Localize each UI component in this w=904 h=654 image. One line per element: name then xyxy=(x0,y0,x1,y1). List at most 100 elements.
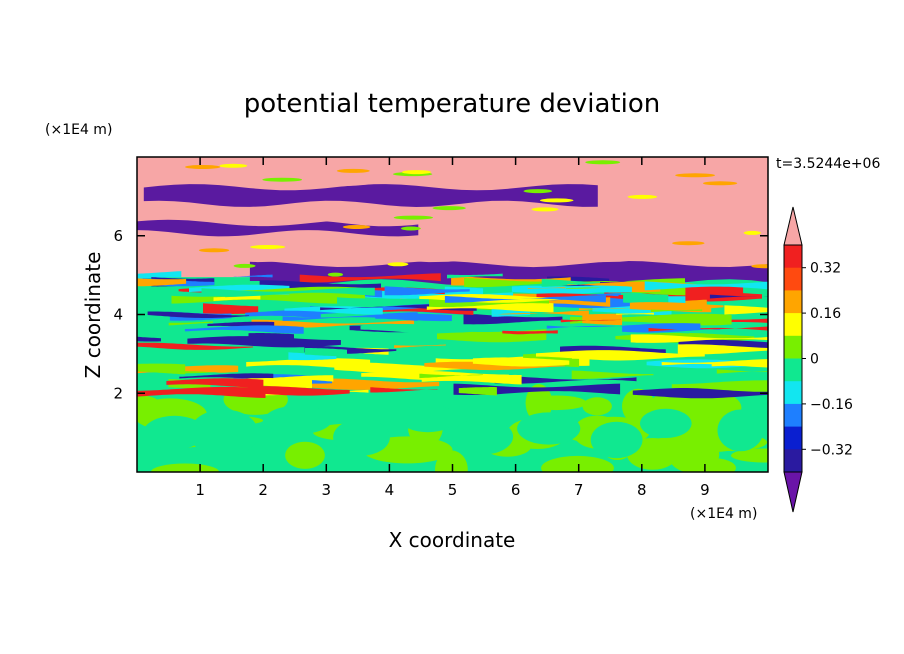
contour-band xyxy=(137,336,161,342)
contour-band xyxy=(424,361,566,371)
contour-cell xyxy=(198,248,230,253)
contour-band xyxy=(447,273,503,279)
contour-band xyxy=(570,313,732,326)
contour-band xyxy=(360,324,481,334)
contour-band xyxy=(245,309,321,319)
contour-band xyxy=(282,313,452,322)
contour-field xyxy=(137,157,768,472)
y-tick-label: 6 xyxy=(113,227,123,245)
contour-band xyxy=(629,302,724,311)
contour-cell xyxy=(531,207,559,212)
x-axis: 1 2 3 4 5 6 7 8 9 xyxy=(195,157,710,499)
contour-band xyxy=(444,295,606,303)
contour-band xyxy=(458,387,497,396)
contour-band xyxy=(472,357,570,367)
contour-band xyxy=(541,278,600,287)
contour-band xyxy=(394,344,446,348)
x-tick-label: 4 xyxy=(385,481,395,499)
contour-band xyxy=(137,386,266,398)
contour-band xyxy=(248,386,350,396)
contour-band xyxy=(201,287,375,297)
contour-cell xyxy=(751,264,768,269)
contour-cell xyxy=(627,194,658,199)
contour-band xyxy=(304,348,347,357)
x-tick-label: 7 xyxy=(574,481,584,499)
contour-band xyxy=(227,163,656,187)
contour-cell xyxy=(702,181,738,186)
colorbar-label: 0.16 xyxy=(810,306,841,322)
contour-cell xyxy=(327,272,343,277)
contour-band xyxy=(630,334,768,343)
colorbar-segment xyxy=(784,267,802,291)
contour-cell xyxy=(743,230,761,235)
contour-band xyxy=(709,294,768,299)
contour-band xyxy=(200,238,768,263)
x-tick-label: 5 xyxy=(448,481,458,499)
colorbar-segment xyxy=(784,381,802,405)
contour-cell xyxy=(717,409,764,452)
x-tick-label: 8 xyxy=(637,481,647,499)
contour-band xyxy=(258,366,358,374)
contour-cell xyxy=(151,463,219,472)
colorbar-segment xyxy=(784,403,802,428)
colorbar-segment xyxy=(784,313,802,337)
contour-band xyxy=(494,310,589,317)
colorbar-segment xyxy=(784,245,802,269)
contour-band xyxy=(251,319,415,328)
contour-cell xyxy=(590,421,643,459)
contour-band xyxy=(623,293,669,304)
contour-band xyxy=(464,278,546,288)
contour-band xyxy=(565,285,632,293)
contour-band xyxy=(494,375,637,384)
contour-band xyxy=(571,370,654,379)
contour-band xyxy=(437,332,547,343)
contour-cell xyxy=(285,441,325,469)
x-tick-label: 9 xyxy=(700,481,710,499)
colorbar-segment xyxy=(784,426,802,450)
y-unit-label: (×1E4 m) xyxy=(45,122,112,138)
contour-band xyxy=(648,326,768,332)
contour-band xyxy=(299,273,441,283)
contour-band xyxy=(716,369,768,374)
colorbar-over-arrow xyxy=(783,206,803,246)
colorbar-label: −0.16 xyxy=(810,397,853,413)
colorbar-segment xyxy=(784,290,802,314)
contour-band xyxy=(426,302,554,313)
contour-band xyxy=(582,313,623,326)
contour-cell xyxy=(517,412,581,445)
chart-title: potential temperature deviation xyxy=(244,89,660,119)
contour-band xyxy=(560,319,621,323)
contour-cell xyxy=(185,165,221,169)
x-tick-label: 2 xyxy=(258,481,268,499)
contour-cell xyxy=(585,160,621,165)
contour-cell xyxy=(233,263,256,268)
y-tick-label: 2 xyxy=(113,384,123,402)
contour-cell xyxy=(401,226,421,231)
colorbar-label: 0.32 xyxy=(810,261,841,277)
contour-band xyxy=(233,274,273,278)
contour-cell xyxy=(582,397,612,416)
contour-cell xyxy=(262,177,303,182)
contour-band xyxy=(650,309,703,313)
contour-cell xyxy=(672,241,705,246)
contour-cell xyxy=(250,245,286,249)
contour-cell xyxy=(731,448,768,463)
x-tick-label: 6 xyxy=(511,481,521,499)
contour-band xyxy=(536,350,705,361)
contour-band xyxy=(166,378,264,389)
contour-band xyxy=(137,271,182,279)
contour-band xyxy=(137,342,254,350)
colorbar-segment xyxy=(784,358,802,382)
contour-cell xyxy=(399,404,456,433)
contour-band xyxy=(711,362,768,368)
contour-cell xyxy=(523,189,553,194)
contour-cell xyxy=(387,262,409,267)
contour-band xyxy=(168,321,213,326)
colorbar-segment xyxy=(784,335,802,359)
contour-cell xyxy=(264,405,332,435)
contour-band xyxy=(546,323,701,330)
y-axis-label: Z coordinate xyxy=(81,252,105,379)
contour-band xyxy=(419,373,483,379)
contour-band xyxy=(463,313,563,325)
